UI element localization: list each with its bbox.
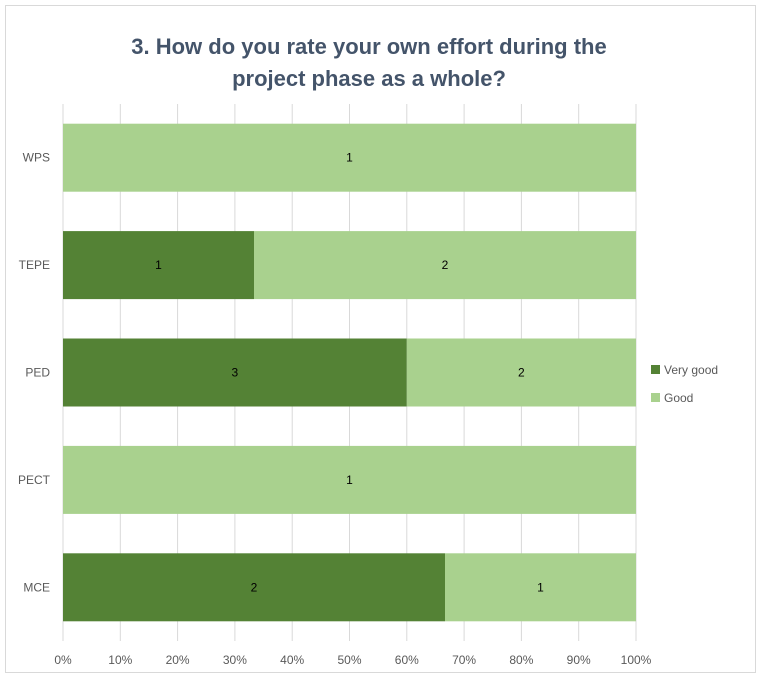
category-label-wps: WPS bbox=[23, 151, 50, 165]
x-tick-label: 90% bbox=[567, 653, 591, 667]
legend: Very good Good bbox=[651, 363, 718, 405]
data-label: 3 bbox=[232, 366, 239, 380]
x-tick-label: 40% bbox=[280, 653, 304, 667]
x-tick-label: 80% bbox=[509, 653, 533, 667]
x-tick-label: 10% bbox=[108, 653, 132, 667]
bar-mce-very-good bbox=[63, 553, 445, 622]
x-tick-label: 50% bbox=[337, 653, 361, 667]
data-label: 1 bbox=[346, 473, 353, 487]
bar-pect-good bbox=[63, 445, 636, 514]
category-label-tepe: TEPE bbox=[19, 258, 50, 272]
category-label-pect: PECT bbox=[18, 473, 51, 487]
data-label: 2 bbox=[442, 258, 449, 272]
bar-mce-good bbox=[445, 553, 636, 622]
data-label: 2 bbox=[251, 580, 258, 594]
category-label-mce: MCE bbox=[23, 580, 50, 594]
legend-label-very-good: Very good bbox=[664, 363, 718, 377]
bar-wps-good bbox=[63, 123, 636, 192]
data-label: 1 bbox=[537, 580, 544, 594]
bar-ped-good bbox=[406, 338, 636, 407]
chart-svg: 3. How do you rate your own effort durin… bbox=[18, 34, 718, 667]
legend-swatch-good bbox=[651, 393, 660, 402]
bar-ped-very-good bbox=[63, 338, 407, 407]
bars bbox=[63, 123, 636, 622]
legend-swatch-very-good bbox=[651, 365, 660, 374]
x-tick-label: 30% bbox=[223, 653, 247, 667]
x-tick-label: 20% bbox=[166, 653, 190, 667]
x-tick-label: 100% bbox=[621, 653, 652, 667]
chart-frame: 3. How do you rate your own effort durin… bbox=[5, 5, 756, 673]
bar-tepe-good bbox=[254, 231, 636, 300]
bar-tepe-very-good bbox=[63, 231, 254, 300]
x-tick-label: 60% bbox=[395, 653, 419, 667]
data-label: 1 bbox=[346, 151, 353, 165]
data-label: 2 bbox=[518, 366, 525, 380]
x-tick-label: 0% bbox=[54, 653, 72, 667]
data-label: 1 bbox=[155, 258, 162, 272]
x-tick-label: 70% bbox=[452, 653, 476, 667]
chart-title-line-2: project phase as a whole? bbox=[232, 66, 506, 91]
chart-title-line-1: 3. How do you rate your own effort durin… bbox=[131, 34, 606, 59]
category-label-ped: PED bbox=[25, 366, 50, 380]
labels: 0% 10% 20% 30% 40% 50% 60% 70% 80% 90% 100% 1 WPS 1 2 T… bbox=[18, 151, 652, 667]
legend-label-good: Good bbox=[664, 391, 693, 405]
